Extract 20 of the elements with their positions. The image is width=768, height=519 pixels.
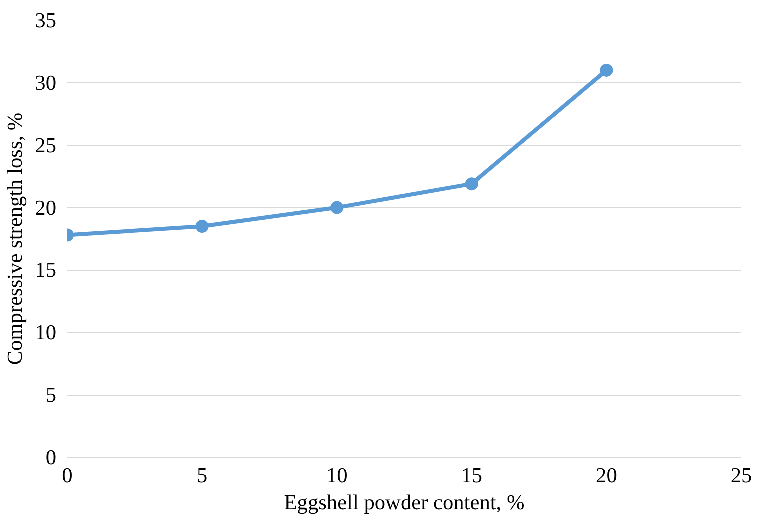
x-tick-label: 15 <box>461 464 483 488</box>
y-tick-label: 35 <box>35 8 56 32</box>
x-tick-label: 25 <box>730 464 752 488</box>
point <box>600 64 614 77</box>
point <box>196 220 209 233</box>
y-tick-label: 25 <box>35 133 56 158</box>
y-tick-label: 30 <box>35 70 56 95</box>
y-tick-label: 15 <box>35 258 56 282</box>
y-tick-label: 10 <box>35 320 56 345</box>
point <box>465 178 478 191</box>
y-axis-title: Compressive strength loss, % <box>3 112 28 366</box>
y-tick-label: 0 <box>46 446 57 470</box>
x-axis-title: Eggshell powder content, % <box>284 490 525 514</box>
x-tick-label: 10 <box>326 464 348 488</box>
x-tick-label: 0 <box>62 464 73 488</box>
x-tick-label: 20 <box>596 464 618 488</box>
y-tick-label: 20 <box>35 196 56 220</box>
y-tick-label: 5 <box>46 383 57 408</box>
point <box>330 201 344 214</box>
x-tick-label: 5 <box>196 464 208 488</box>
